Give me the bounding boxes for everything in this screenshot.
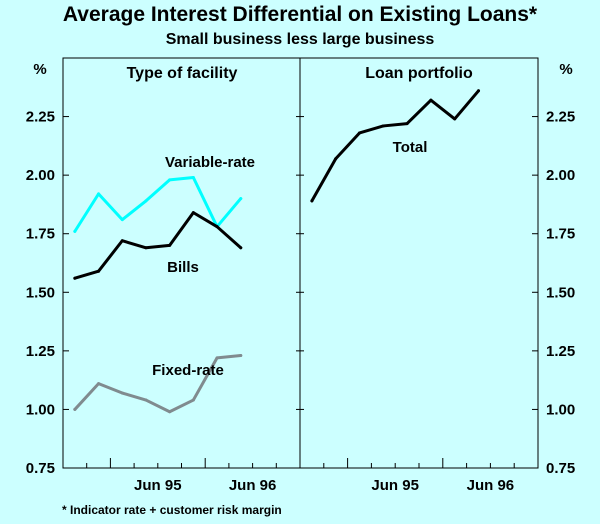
x-tick-label: Jun 96 xyxy=(467,477,515,494)
y-tick-label-right: 1.50 xyxy=(546,284,575,301)
data-point-fixed-rate xyxy=(239,354,243,358)
data-point-bills xyxy=(97,269,101,273)
x-tick-label: Jun 96 xyxy=(229,477,277,494)
y-tick-label-left: 0.75 xyxy=(26,460,55,477)
y-tick-label-left: 1.00 xyxy=(26,401,55,418)
data-point-bills xyxy=(144,246,148,250)
y-tick-label-right: 2.25 xyxy=(546,109,575,126)
data-point-fixed-rate xyxy=(191,398,195,402)
data-point-fixed-rate xyxy=(144,398,148,402)
data-point-fixed-rate xyxy=(97,382,101,386)
y-axis-left: 0.75 1.00 1.25 1.50 1.75 2.00 2.25 xyxy=(26,109,304,477)
y-tick-label-right: 0.75 xyxy=(546,460,575,477)
data-point-bills xyxy=(191,211,195,215)
y-tick-label-left: 2.00 xyxy=(26,167,55,184)
y-tick-label-right: 1.25 xyxy=(546,343,575,360)
y-tick-label-left: 2.25 xyxy=(26,109,55,126)
data-point-variable-rate xyxy=(120,218,124,222)
y-tick-label-left: 1.75 xyxy=(26,226,55,243)
data-point-bills xyxy=(73,276,77,280)
label-variable-rate: Variable-rate xyxy=(165,154,255,171)
data-point-total xyxy=(358,131,361,135)
panel-title-facility: Type of facility xyxy=(127,65,238,82)
data-point-total xyxy=(453,117,457,121)
data-point-variable-rate xyxy=(73,229,77,233)
label-total: Total xyxy=(393,139,428,156)
data-point-variable-rate xyxy=(97,192,101,196)
data-point-variable-rate xyxy=(144,199,148,203)
data-point-fixed-rate xyxy=(120,391,124,395)
data-point-bills xyxy=(120,239,124,243)
data-point-bills xyxy=(239,246,243,250)
x-tick-label: Jun 95 xyxy=(134,477,182,494)
label-fixed-rate: Fixed-rate xyxy=(152,362,224,379)
data-point-total xyxy=(334,157,338,161)
data-point-fixed-rate xyxy=(215,356,219,360)
data-point-bills xyxy=(168,243,172,247)
y-tick-label-left: 1.50 xyxy=(26,284,55,301)
y-tick-label-right: 1.75 xyxy=(546,226,575,243)
data-point-total xyxy=(429,98,433,102)
data-point-fixed-rate xyxy=(168,410,172,414)
label-bills: Bills xyxy=(167,259,199,276)
data-point-variable-rate xyxy=(168,178,172,182)
chart-title: Average Interest Differential on Existin… xyxy=(63,3,538,26)
data-point-total xyxy=(310,199,314,203)
y-tick-label-left: 1.25 xyxy=(26,343,55,360)
y-tick-label-right: 2.00 xyxy=(546,167,575,184)
data-point-variable-rate xyxy=(239,197,243,201)
series-line-fixed-rate xyxy=(73,354,243,414)
data-point-fixed-rate xyxy=(73,407,77,411)
x-tick-label: Jun 95 xyxy=(371,477,419,494)
series-line-bills xyxy=(73,211,243,280)
chart-subtitle: Small business less large business xyxy=(166,31,435,48)
data-point-bills xyxy=(215,225,219,229)
panel-title-portfolio: Loan portfolio xyxy=(365,65,473,82)
footnote: * Indicator rate + customer risk margin xyxy=(62,503,282,517)
series-line-total xyxy=(310,89,480,203)
data-point-total xyxy=(381,124,385,128)
x-axis: Jun 95 Jun 96 Jun 95 Jun 96 xyxy=(62,458,539,494)
y-unit-right: % xyxy=(559,61,572,78)
data-point-total xyxy=(405,122,409,126)
data-point-total xyxy=(477,89,480,93)
y-axis-right: 0.75 1.00 1.25 1.50 1.75 2.00 2.25 xyxy=(532,109,575,477)
series-line-variable-rate xyxy=(73,175,243,233)
y-unit-left: % xyxy=(33,61,46,78)
y-tick-label-right: 1.00 xyxy=(546,401,575,418)
series-layer xyxy=(73,89,480,414)
data-point-variable-rate xyxy=(191,175,195,179)
